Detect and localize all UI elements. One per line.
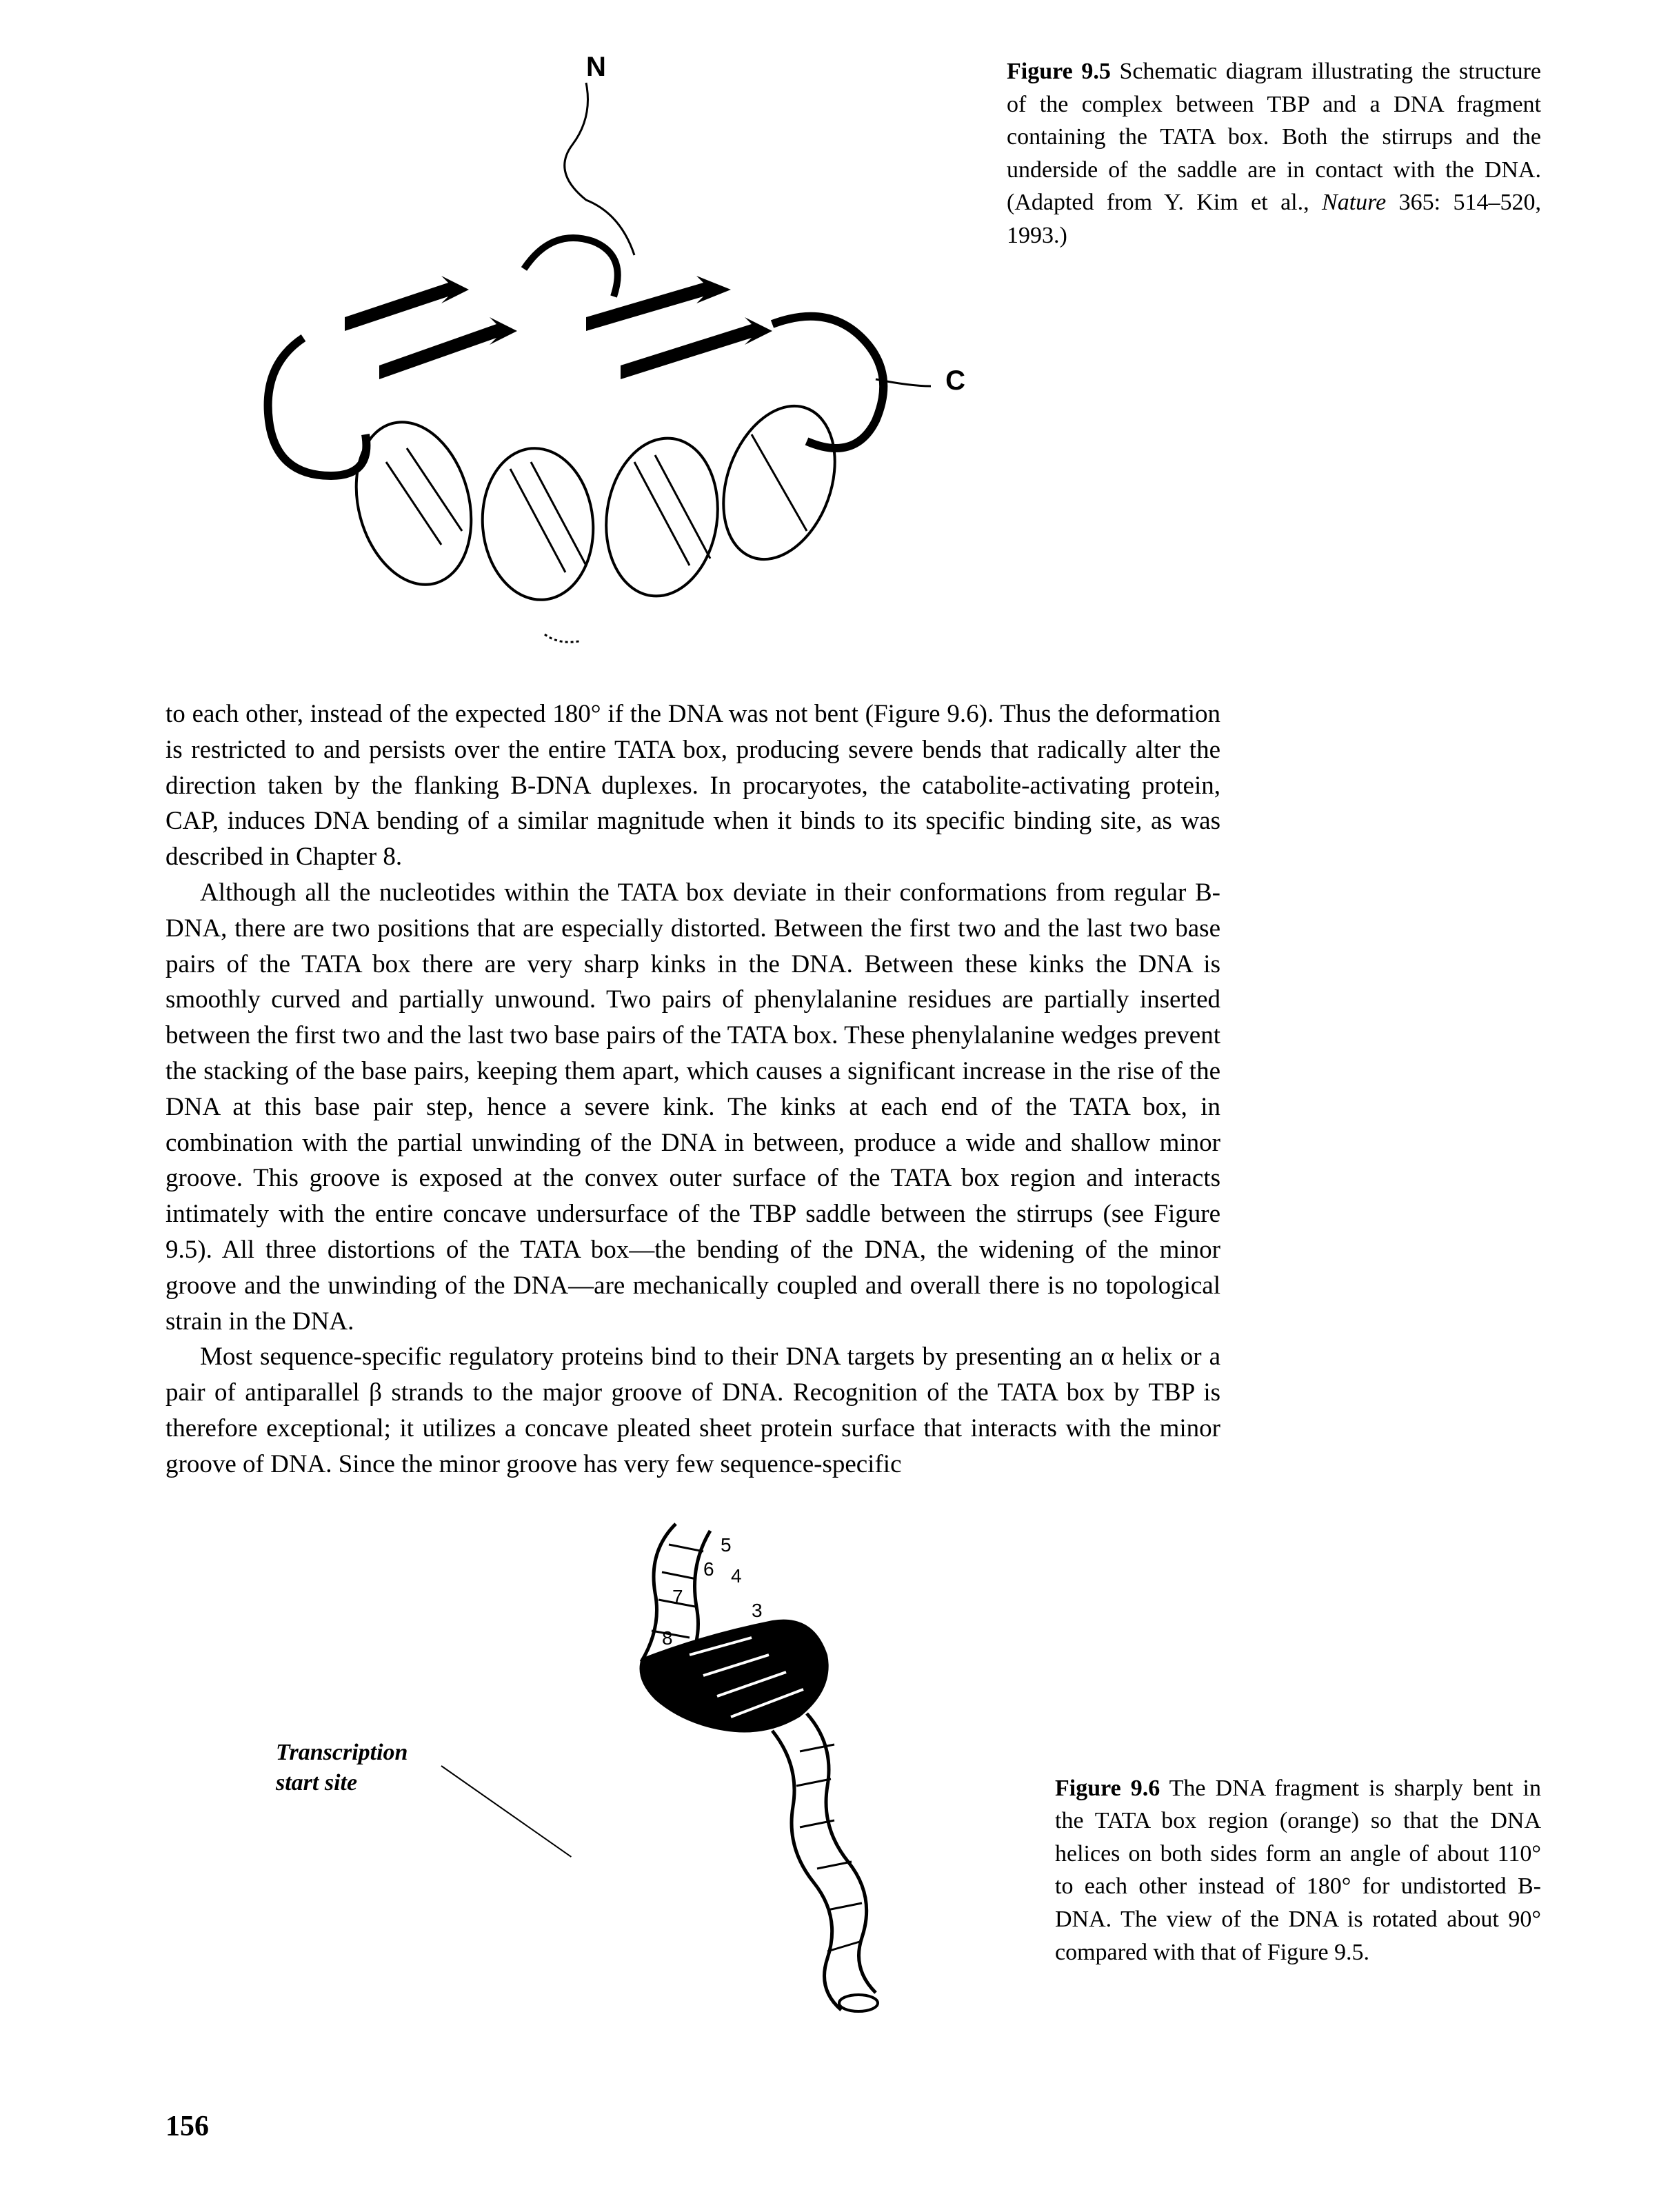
num-5: 5 [721,1534,732,1556]
figure-9-5-italic: Nature [1322,190,1386,215]
body-text: to each other, instead of the expected 1… [165,696,1220,1482]
figure-9-6-diagram: Transcription start site [234,1510,1027,2013]
figure-9-6-text: The DNA fragment is sharply bent in the … [1055,1776,1541,1965]
transcription-start-label: Transcription start site [276,1738,408,1798]
num-3: 3 [752,1600,763,1622]
paragraph-1: to each other, instead of the expected 1… [165,696,1220,875]
figure-9-5-diagram: N C [193,41,965,662]
paragraph-3: Most sequence-specific regulatory protei… [165,1339,1220,1482]
figure-9-5-caption: Figure 9.5 Schematic diagram illustratin… [1007,41,1541,662]
num-8: 8 [662,1627,673,1649]
bent-dna-sketch [510,1510,993,2013]
figure-9-6-label: Figure 9.6 [1055,1776,1160,1801]
paragraph-2: Although all the nucleotides within the … [165,875,1220,1339]
tbp-dna-sketch [207,76,952,662]
num-4: 4 [731,1565,742,1587]
page-number: 156 [165,2110,209,2143]
num-6: 6 [703,1558,714,1580]
num-7: 7 [672,1586,683,1608]
figure-9-6-caption: Figure 9.6 The DNA fragment is sharply b… [1055,1772,1541,1969]
figure-9-5-label: Figure 9.5 [1007,59,1111,84]
